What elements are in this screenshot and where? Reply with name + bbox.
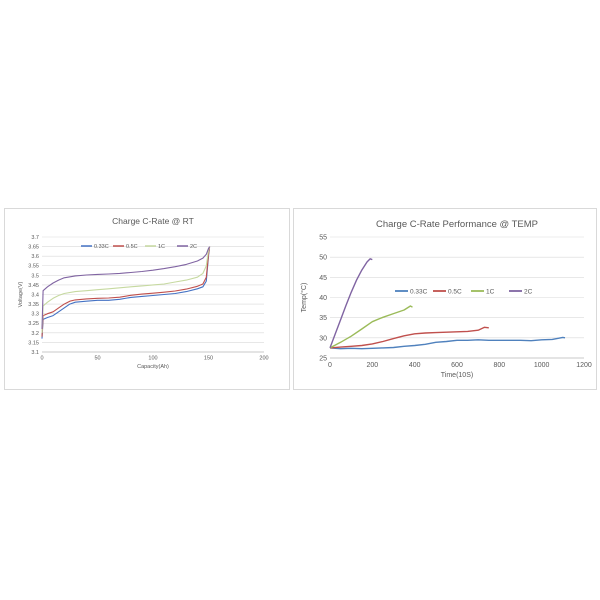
y-axis-label: Voltage(V) [18, 281, 24, 307]
chart-title: Charge C-Rate Performance @ TEMP [376, 219, 538, 230]
x-tick-label: 800 [493, 362, 505, 369]
y-tick-label: 3.65 [28, 245, 39, 251]
x-tick-label: 0 [40, 356, 43, 362]
chart-title: Charge C-Rate @ RT [112, 216, 194, 226]
legend-entry: 1C [158, 244, 165, 250]
x-tick-label: 1000 [534, 362, 550, 369]
series-line-2C [329, 258, 373, 349]
charge-c-rate-rt-panel: 3.1 3.15 3.2 3.25 3.3 3.35 3.4 3.45 3.5 3.55 3.6 3.… [4, 208, 290, 390]
y-tick-label: 3.3 [31, 312, 39, 318]
series-line-1C [329, 305, 413, 349]
x-tick-label: 200 [259, 356, 268, 362]
x-axis-label: Capacity(Ah) [137, 364, 169, 370]
x-tick-label: 100 [148, 356, 157, 362]
y-tick-label: 3.15 [28, 340, 39, 346]
series-line-1C [41, 246, 211, 333]
y-tick-label: 35 [319, 315, 327, 322]
x-tick-label: 400 [409, 362, 421, 369]
y-tick-label: 3.25 [28, 321, 39, 327]
y-tick-label: 3.1 [31, 350, 39, 356]
y-tick-label: 40 [319, 295, 327, 302]
charge-c-rate-temp-panel: 25 30 35 40 45 50 55 0 200 400 600 800 1000 1200 Charg… [293, 208, 597, 390]
legend-entry: 2C [190, 244, 197, 250]
x-tick-label: 0 [328, 362, 332, 369]
temperature-chart: 25 30 35 40 45 50 55 0 200 400 600 800 1000 1200 Charg… [300, 219, 592, 379]
series-line-0.33C [329, 336, 566, 350]
legend-entry: 0.33C [94, 244, 109, 250]
y-tick-label: 3.2 [31, 331, 39, 337]
x-tick-label: 600 [451, 362, 463, 369]
y-axis-label: Temp(°C) [300, 283, 308, 313]
series-line-0.33C [41, 246, 211, 339]
series-line-0.5C [41, 246, 211, 337]
y-tick-label: 25 [319, 355, 327, 362]
series-line-2C [41, 246, 211, 330]
legend-entry: 2C [524, 288, 533, 295]
y-tick-label: 3.35 [28, 302, 39, 308]
x-tick-label: 200 [366, 362, 378, 369]
y-tick-label: 45 [319, 275, 327, 282]
legend-entry: 1C [486, 288, 495, 295]
y-tick-label: 3.55 [28, 264, 39, 270]
x-tick-label: 1200 [576, 362, 592, 369]
series-line-0.5C [329, 326, 489, 349]
x-tick-label: 150 [204, 356, 213, 362]
legend-entry: 0.5C [126, 244, 138, 250]
legend-entry: 0.5C [448, 288, 462, 295]
y-tick-label: 3.45 [28, 283, 39, 289]
y-tick-label: 3.5 [31, 273, 39, 279]
y-tick-label: 55 [319, 234, 327, 241]
y-tick-label: 3.6 [31, 254, 39, 260]
y-tick-label: 3.4 [31, 292, 39, 298]
y-tick-label: 3.7 [31, 235, 39, 241]
legend-entry: 0.33C [410, 288, 428, 295]
y-tick-label: 30 [319, 335, 327, 342]
x-tick-label: 50 [94, 356, 100, 362]
voltage-chart: 3.1 3.15 3.2 3.25 3.3 3.35 3.4 3.45 3.5 3.55 3.6 3.… [18, 216, 269, 370]
x-axis-label: Time(10S) [441, 372, 473, 379]
y-tick-label: 50 [319, 255, 327, 262]
